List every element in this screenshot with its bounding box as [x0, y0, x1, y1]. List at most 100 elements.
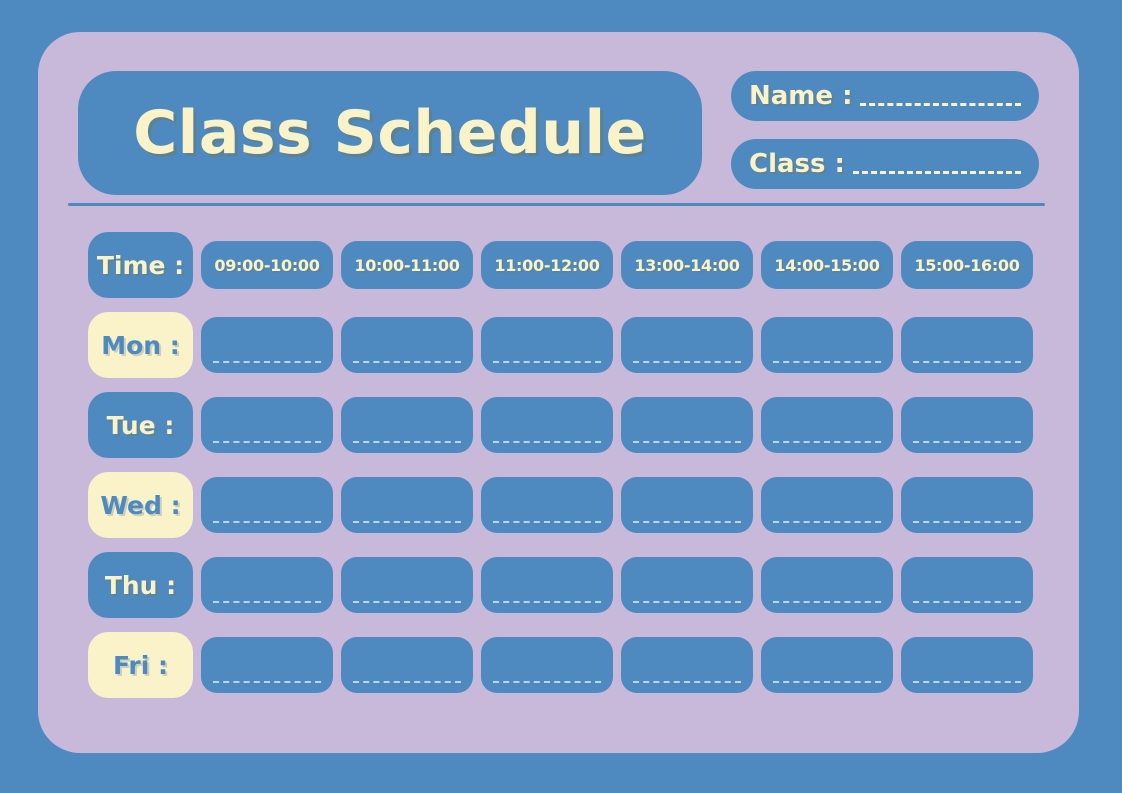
day-label: Tue :: [106, 410, 175, 440]
slot-writing-line: [913, 601, 1021, 603]
slot-writing-line: [493, 361, 601, 363]
time-slot-header-4: 13:00-14:00: [621, 241, 753, 289]
time-slot-header-3: 11:00-12:00: [481, 241, 613, 289]
schedule-slot-mon-5[interactable]: [761, 317, 893, 373]
time-slot-label: 14:00-15:00: [774, 255, 880, 275]
time-label-cell: Time :: [88, 232, 193, 298]
schedule-slot-tue-6[interactable]: [901, 397, 1033, 453]
time-slot-label: 10:00-11:00: [354, 255, 460, 275]
schedule-slot-wed-3[interactable]: [481, 477, 613, 533]
slot-writing-line: [213, 441, 321, 443]
schedule-slot-wed-4[interactable]: [621, 477, 753, 533]
day-label-cell-mon: Mon :: [88, 312, 193, 378]
slot-writing-line: [493, 601, 601, 603]
header: Class Schedule Name : Class :: [78, 71, 1039, 196]
time-slot-label: 11:00-12:00: [494, 255, 600, 275]
schedule-slot-wed-6[interactable]: [901, 477, 1033, 533]
day-label-cell-wed: Wed :: [88, 472, 193, 538]
class-field-label: Class :: [749, 149, 845, 179]
schedule-slot-wed-5[interactable]: [761, 477, 893, 533]
time-slot-header-5: 14:00-15:00: [761, 241, 893, 289]
title-banner: Class Schedule: [78, 71, 702, 195]
slot-writing-line: [633, 441, 741, 443]
schedule-slot-thu-2[interactable]: [341, 557, 473, 613]
schedule-slot-thu-1[interactable]: [201, 557, 333, 613]
schedule-slot-thu-6[interactable]: [901, 557, 1033, 613]
slot-writing-line: [633, 361, 741, 363]
day-label-cell-fri: Fri :: [88, 632, 193, 698]
schedule-slot-fri-4[interactable]: [621, 637, 753, 693]
schedule-slot-tue-4[interactable]: [621, 397, 753, 453]
slot-writing-line: [773, 361, 881, 363]
time-slot-label: 15:00-16:00: [914, 255, 1020, 275]
day-row-fri: Fri :: [88, 632, 1033, 698]
time-header-row: Time : 09:00-10:00 10:00-11:00 11:00-12:…: [88, 232, 1033, 298]
slot-writing-line: [773, 441, 881, 443]
class-field[interactable]: Class :: [731, 139, 1039, 189]
slot-writing-line: [913, 361, 1021, 363]
schedule-slot-fri-6[interactable]: [901, 637, 1033, 693]
slot-writing-line: [493, 441, 601, 443]
time-slot-header-6: 15:00-16:00: [901, 241, 1033, 289]
name-field-writing-line[interactable]: [860, 102, 1021, 106]
slot-writing-line: [773, 521, 881, 523]
schedule-slot-fri-3[interactable]: [481, 637, 613, 693]
slot-writing-line: [773, 601, 881, 603]
slot-writing-line: [353, 681, 461, 683]
time-slot-label: 09:00-10:00: [214, 255, 320, 275]
day-label-cell-tue: Tue :: [88, 392, 193, 458]
slot-writing-line: [773, 681, 881, 683]
day-row-thu: Thu :: [88, 552, 1033, 618]
page-title: Class Schedule: [133, 98, 647, 168]
slot-writing-line: [213, 601, 321, 603]
schedule-slot-thu-4[interactable]: [621, 557, 753, 613]
slot-writing-line: [633, 521, 741, 523]
time-slot-header-2: 10:00-11:00: [341, 241, 473, 289]
time-slot-header-1: 09:00-10:00: [201, 241, 333, 289]
schedule-slot-mon-1[interactable]: [201, 317, 333, 373]
schedule-slot-tue-1[interactable]: [201, 397, 333, 453]
schedule-slot-wed-2[interactable]: [341, 477, 473, 533]
day-label: Fri :: [112, 650, 169, 680]
schedule-slot-tue-3[interactable]: [481, 397, 613, 453]
schedule-slot-thu-5[interactable]: [761, 557, 893, 613]
slot-writing-line: [913, 681, 1021, 683]
class-field-writing-line[interactable]: [852, 170, 1021, 174]
day-row-tue: Tue :: [88, 392, 1033, 458]
slot-writing-line: [353, 361, 461, 363]
schedule-slot-mon-4[interactable]: [621, 317, 753, 373]
slot-writing-line: [913, 521, 1021, 523]
day-label: Wed :: [100, 490, 181, 520]
day-row-mon: Mon :: [88, 312, 1033, 378]
slot-writing-line: [633, 601, 741, 603]
schedule-slot-tue-2[interactable]: [341, 397, 473, 453]
time-slot-label: 13:00-14:00: [634, 255, 740, 275]
schedule-slot-thu-3[interactable]: [481, 557, 613, 613]
schedule-slot-mon-3[interactable]: [481, 317, 613, 373]
slot-writing-line: [913, 441, 1021, 443]
slot-writing-line: [493, 681, 601, 683]
time-label: Time :: [96, 250, 185, 280]
day-label: Thu :: [104, 570, 177, 600]
schedule-slot-tue-5[interactable]: [761, 397, 893, 453]
slot-writing-line: [353, 521, 461, 523]
slot-writing-line: [493, 521, 601, 523]
slot-writing-line: [213, 681, 321, 683]
day-row-wed: Wed :: [88, 472, 1033, 538]
name-field-label: Name :: [749, 81, 853, 111]
schedule-slot-fri-2[interactable]: [341, 637, 473, 693]
name-field[interactable]: Name :: [731, 71, 1039, 121]
slot-writing-line: [213, 521, 321, 523]
schedule-slot-fri-5[interactable]: [761, 637, 893, 693]
schedule-slot-mon-2[interactable]: [341, 317, 473, 373]
day-label: Mon :: [101, 330, 180, 360]
schedule-slot-wed-1[interactable]: [201, 477, 333, 533]
slot-writing-line: [353, 601, 461, 603]
header-divider: [68, 203, 1045, 206]
day-label-cell-thu: Thu :: [88, 552, 193, 618]
schedule-slot-fri-1[interactable]: [201, 637, 333, 693]
slot-writing-line: [633, 681, 741, 683]
slot-writing-line: [353, 441, 461, 443]
schedule-card: Class Schedule Name : Class : Time : 09:…: [38, 32, 1079, 753]
schedule-slot-mon-6[interactable]: [901, 317, 1033, 373]
